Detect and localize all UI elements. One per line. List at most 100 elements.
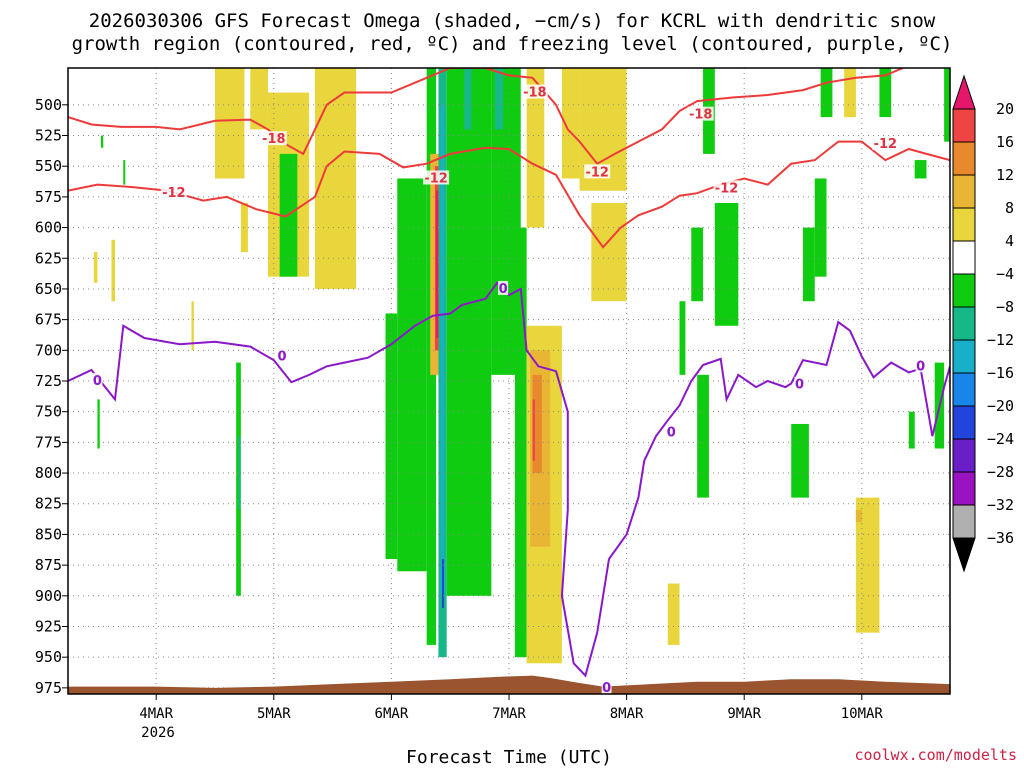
contour-label-bg xyxy=(713,180,740,195)
x-tick-label: 9MAR xyxy=(727,706,761,722)
contour-label: -18 xyxy=(262,132,286,147)
y-tick-label: 875 xyxy=(35,556,62,574)
colorbar-label: 4 xyxy=(1005,232,1014,250)
dgz-minus12-contour xyxy=(68,140,950,249)
y-tick-label: 600 xyxy=(35,219,62,237)
colorbar-label: −36 xyxy=(987,529,1014,547)
contour-label-bg xyxy=(915,358,926,373)
omega-cell xyxy=(250,68,268,130)
colorbar-label: −24 xyxy=(987,430,1014,448)
y-tick-label: 975 xyxy=(35,679,62,697)
contour-label: -18 xyxy=(689,108,713,123)
omega-cell xyxy=(430,153,439,375)
contour-label: -12 xyxy=(162,186,186,201)
y-tick-label: 800 xyxy=(35,464,62,482)
omega-cell xyxy=(464,68,472,130)
colorbar-swatch xyxy=(952,273,976,308)
contour-label: -18 xyxy=(523,86,547,101)
colorbar-label: −8 xyxy=(996,298,1014,316)
colorbar-label: −4 xyxy=(996,265,1014,283)
x-axis: 2026 4MAR 5MAR 6MAR 7MAR 8MAR 9MAR 10MAR xyxy=(139,694,883,741)
contour-label: -12 xyxy=(424,171,448,186)
colorbar-swatch xyxy=(952,240,976,275)
contour-label-bg xyxy=(666,424,677,439)
colorbar-label: 12 xyxy=(996,166,1014,184)
omega-cell xyxy=(100,135,104,148)
contour-label-bg xyxy=(498,280,509,295)
omega-cell xyxy=(679,301,686,375)
contour-label: -12 xyxy=(585,165,609,180)
omega-cell xyxy=(215,68,245,179)
omega-cell xyxy=(494,68,504,130)
x-tick-label: 6MAR xyxy=(375,706,409,722)
omega-cell xyxy=(440,104,445,596)
y-tick-label: 675 xyxy=(35,311,62,329)
omega-cell xyxy=(820,68,833,118)
omega-cell xyxy=(561,68,580,179)
contour-label: 0 xyxy=(795,378,804,393)
y-axis: 500 525 550 575 600 625 650 675 700 725 750 775 800 8… xyxy=(35,96,68,697)
omega-cell xyxy=(526,68,545,228)
colorbar-label: −16 xyxy=(987,364,1014,382)
colorbar-label: −32 xyxy=(987,496,1014,514)
y-tick-label: 775 xyxy=(35,433,62,451)
contour-label-bg xyxy=(92,373,103,387)
omega-cell xyxy=(441,558,444,609)
colorbar-label: −28 xyxy=(987,463,1014,481)
contour-label-bg xyxy=(794,376,805,391)
terrain-fill xyxy=(68,675,950,694)
contour-label: 0 xyxy=(916,359,925,374)
omega-cell xyxy=(97,399,100,449)
freezing-level-contour xyxy=(68,281,950,678)
dgz-minus18-contour xyxy=(68,68,904,165)
y-tick-label: 950 xyxy=(35,648,62,666)
contour-label: -12 xyxy=(874,137,898,152)
x-tick-label: 5MAR xyxy=(257,706,291,722)
omega-shading xyxy=(93,68,950,664)
omega-cell xyxy=(320,68,345,130)
y-tick-label: 575 xyxy=(35,188,62,206)
colorbar-label: −12 xyxy=(987,331,1014,349)
omega-cell xyxy=(532,374,542,474)
contour-label-bg xyxy=(601,679,612,694)
omega-cell xyxy=(236,362,241,596)
y-tick-label: 725 xyxy=(35,372,62,390)
colorbar-swatch xyxy=(952,141,976,176)
colorbar-label: 16 xyxy=(996,133,1014,151)
omega-cell xyxy=(93,252,98,283)
contour-label-bg xyxy=(260,131,287,146)
contour-label-bg xyxy=(521,84,548,99)
colorbar-swatch xyxy=(952,471,976,506)
omega-cell xyxy=(814,178,827,277)
omega-cell xyxy=(879,68,892,118)
y-tick-label: 850 xyxy=(35,525,62,543)
omega-cell xyxy=(714,203,739,326)
colorbar-swatch xyxy=(952,339,976,374)
contour-label-bg xyxy=(872,136,899,151)
terrain xyxy=(68,675,950,694)
colorbar-swatch xyxy=(952,306,976,341)
omega-cell xyxy=(397,178,427,572)
omega-cell xyxy=(436,190,439,339)
omega-cell xyxy=(855,509,862,523)
omega-cell xyxy=(111,239,116,302)
omega-cell xyxy=(791,423,809,498)
colorbar-swatch xyxy=(952,405,976,440)
y-tick-label: 550 xyxy=(35,157,62,175)
y-tick-label: 825 xyxy=(35,495,62,513)
colorbar-label: 20 xyxy=(996,100,1014,118)
contour-label: -12 xyxy=(715,181,739,196)
y-tick-label: 625 xyxy=(35,249,62,267)
omega-cell xyxy=(908,411,915,449)
omega-cell xyxy=(914,160,927,179)
contours xyxy=(68,68,950,678)
colorbar-swatch xyxy=(952,108,976,143)
y-tick-label: 525 xyxy=(35,127,62,145)
y-tick-label: 750 xyxy=(35,403,62,421)
colorbar-swatch xyxy=(952,372,976,407)
colorbar-swatch xyxy=(952,438,976,473)
omega-cell xyxy=(944,68,950,142)
x-tick-label: 10MAR xyxy=(841,706,884,722)
x-axis-title: Forecast Time (UTC) xyxy=(406,747,612,768)
